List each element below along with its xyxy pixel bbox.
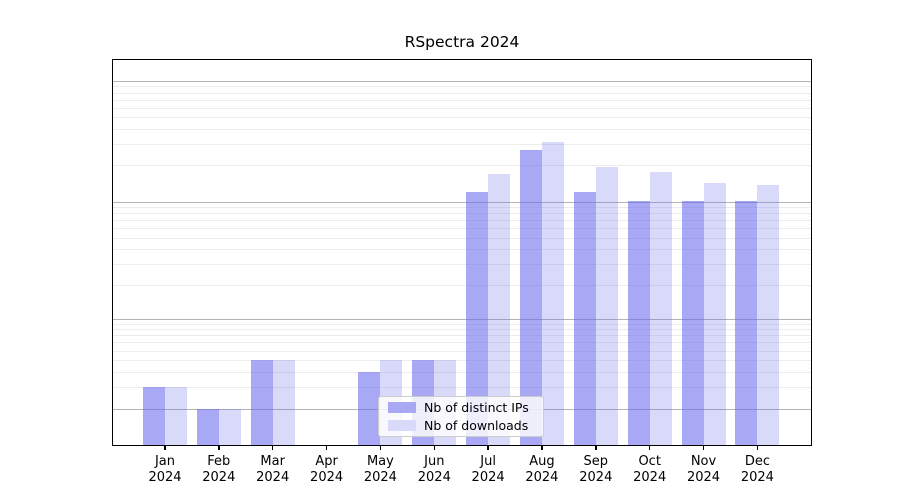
x-tick-label-aug: Aug 2024 — [525, 454, 559, 485]
gridline-80 — [113, 213, 811, 215]
legend-row-downloads: Nb of downloads — [388, 418, 543, 433]
x-tick-mark-apr — [325, 445, 328, 450]
gridline-9 — [113, 323, 811, 325]
gridline-800 — [113, 92, 811, 94]
legend-label-downloads: Nb of downloads — [424, 418, 529, 433]
bar-downloads-oct — [649, 171, 672, 445]
bar-distinct-ips-dec — [735, 200, 758, 445]
x-tick-mark-may — [379, 445, 382, 450]
bar-downloads-jan — [165, 387, 187, 445]
bar-distinct-ips-mar — [250, 360, 273, 445]
bar-distinct-ips-may — [358, 371, 381, 445]
bar-distinct-ips-feb — [196, 408, 219, 445]
x-tick-mark-jul — [487, 445, 489, 450]
gridline-900 — [113, 86, 811, 88]
gridline-600 — [113, 107, 811, 109]
bar-distinct-ips-sep — [573, 191, 596, 445]
x-tick-mark-dec — [756, 445, 759, 450]
bar-distinct-ips-aug — [519, 150, 542, 445]
bar-distinct-ips-jul — [466, 192, 489, 445]
x-tick-mark-aug — [541, 445, 543, 450]
x-tick-mark-mar — [271, 445, 274, 450]
x-tick-mark-sep — [595, 445, 597, 450]
gridline-700 — [113, 99, 811, 101]
legend-row-distinct-ips: Nb of distinct IPs — [388, 400, 543, 415]
gridline-7 — [113, 335, 811, 337]
bar-downloads-feb — [218, 408, 241, 445]
gridline-100 — [113, 201, 811, 203]
gridline-4 — [113, 360, 811, 362]
bar-downloads-mar — [272, 360, 295, 445]
gridline-50 — [113, 237, 811, 239]
gridline-400 — [113, 129, 811, 130]
x-tick-mark-feb — [218, 445, 220, 450]
x-tick-mark-oct — [648, 445, 651, 450]
plot-area: Nb of distinct IPs Nb of downloads — [112, 59, 812, 446]
chart-title: RSpectra 2024 — [404, 33, 520, 51]
legend-swatch-distinct-ips — [388, 402, 416, 413]
bar-downloads-jul — [488, 174, 511, 445]
gridline-500 — [113, 117, 811, 119]
gridline-60 — [113, 228, 811, 230]
x-tick-mark-nov — [702, 445, 705, 450]
gridline-3 — [113, 371, 811, 373]
gridline-70 — [113, 220, 811, 222]
gridline-20 — [113, 284, 811, 286]
x-tick-label-apr: Apr 2024 — [310, 454, 344, 485]
x-tick-label-mar: Mar 2024 — [256, 454, 290, 485]
gridline-40 — [113, 249, 811, 251]
x-tick-mark-jan — [164, 445, 166, 450]
gridline-300 — [113, 144, 811, 146]
x-tick-label-jun: Jun 2024 — [417, 454, 451, 485]
bar-distinct-ips-oct — [627, 201, 650, 445]
gridline-8 — [113, 329, 811, 331]
gridline-2 — [113, 387, 811, 389]
gridline-90 — [113, 207, 811, 209]
gridline-200 — [113, 165, 811, 167]
x-tick-label-nov: Nov 2024 — [686, 454, 721, 485]
legend-swatch-downloads — [388, 420, 416, 431]
bar-downloads-nov — [703, 183, 726, 445]
legend: Nb of distinct IPs Nb of downloads — [378, 396, 544, 437]
x-tick-label-jul: Jul 2024 — [471, 454, 505, 485]
gridline-10 — [113, 318, 811, 320]
x-tick-label-may: May 2024 — [363, 454, 397, 485]
x-tick-mark-jun — [433, 445, 435, 450]
gridline-1000 — [113, 80, 811, 82]
legend-label-distinct-ips: Nb of distinct IPs — [424, 400, 529, 415]
bar-distinct-ips-nov — [681, 200, 704, 445]
x-tick-label-sep: Sep 2024 — [579, 454, 613, 485]
gridline-6 — [113, 342, 811, 344]
bar-downloads-dec — [757, 185, 780, 445]
bar-downloads-aug — [541, 142, 564, 445]
gridline-5 — [113, 350, 811, 352]
bar-distinct-ips-jan — [143, 387, 165, 445]
x-tick-label-jan: Jan 2024 — [148, 454, 182, 485]
x-tick-label-oct: Oct 2024 — [633, 454, 667, 485]
x-tick-label-feb: Feb 2024 — [202, 454, 236, 485]
gridline-30 — [113, 263, 811, 265]
x-tick-label-dec: Dec 2024 — [740, 454, 774, 485]
bar-downloads-sep — [595, 166, 618, 445]
